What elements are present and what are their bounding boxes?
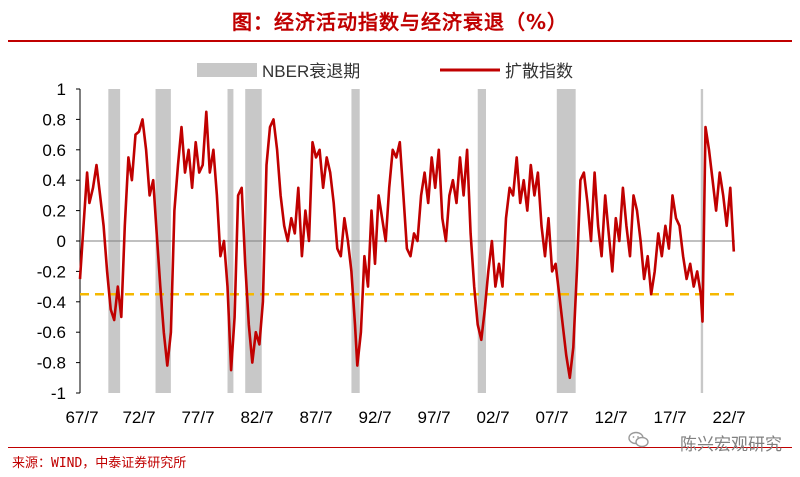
x-tick-label: 77/7	[181, 408, 214, 427]
x-tick-label: 82/7	[240, 408, 273, 427]
x-tick-label: 72/7	[122, 408, 155, 427]
wechat-icon	[628, 431, 649, 448]
title-divider	[8, 40, 792, 42]
x-tick-label: 97/7	[418, 408, 451, 427]
page-title: 图：经济活动指数与经济衰退（%）	[231, 10, 569, 34]
chart: 1 0.8 0.6 0.4 0.2 0 -0.2 -0.4 -0.6 -0.8 -1 67/7 72/7…	[37, 62, 746, 427]
series-line	[78, 110, 736, 380]
y-tick-label: 0.8	[42, 110, 66, 129]
y-tick-label: 1	[57, 80, 66, 99]
legend-swatch-recession	[197, 63, 257, 77]
y-tick-label: -0.6	[37, 323, 66, 342]
x-tick-label: 87/7	[299, 408, 332, 427]
y-tick-label: 0.2	[42, 202, 66, 221]
y-tick-label: -0.4	[37, 293, 66, 312]
x-tick-label: 12/7	[595, 408, 628, 427]
x-tick-label: 07/7	[536, 408, 569, 427]
footer-divider	[8, 447, 792, 448]
y-tick-label: -1	[51, 384, 66, 403]
y-tick-label: -0.8	[37, 354, 66, 373]
source-note: 来源：WIND，中泰证券研究所	[12, 456, 187, 471]
legend-label-index: 扩散指数	[505, 62, 573, 81]
x-tick-label: 17/7	[654, 408, 687, 427]
x-tick-label: 67/7	[65, 408, 98, 427]
legend-label-recession: NBER衰退期	[262, 62, 360, 81]
y-tick-label: 0.6	[42, 141, 66, 160]
y-tick-label: 0	[57, 232, 66, 251]
x-tick-label: 22/7	[713, 408, 746, 427]
x-tick-label: 02/7	[477, 408, 510, 427]
x-tick-label: 92/7	[358, 408, 391, 427]
y-tick-label: 0.4	[42, 171, 66, 190]
watermark: 陈兴宏观研究	[680, 435, 782, 455]
y-tick-label: -0.2	[37, 262, 66, 281]
